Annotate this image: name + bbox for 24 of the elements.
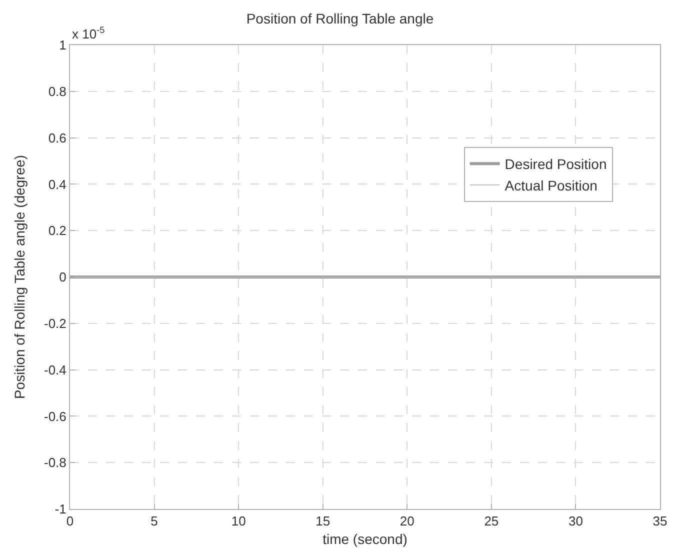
x-tick-label: 30 (568, 514, 583, 529)
y-tick-label: 0.6 (48, 130, 66, 146)
y-axis-title: Position of Rolling Table angle (degree) (12, 154, 28, 400)
legend-label: Actual Position (504, 177, 598, 194)
y-tick-label: 0.8 (48, 84, 66, 99)
x-tick-label: 20 (400, 514, 414, 529)
x-tick-label: 15 (316, 514, 330, 529)
text: x 10$^{-5}$ (72, 25, 105, 42)
x-tick-label: 10 (231, 514, 246, 529)
y-tick-label: 0.2 (48, 223, 66, 238)
y-tick-label: 0 (59, 270, 66, 285)
x-tick-label: 35 (652, 514, 668, 529)
x-axis-title: time (second) (322, 530, 408, 547)
y-tick-label: -0.4 (44, 362, 66, 378)
chart-title: Position of Rolling Table angle (246, 10, 434, 27)
y-tick-label: 1 (59, 38, 66, 53)
y-tick-label: -1 (54, 502, 66, 517)
y-tick-label: -0.6 (44, 408, 66, 424)
x-tick-label: 25 (484, 514, 499, 529)
x-tick-label: 5 (150, 514, 158, 529)
legend-label: Desired Position (504, 156, 607, 172)
y-tick-label: -0.8 (44, 455, 66, 470)
y-tick-label: 0.4 (48, 176, 66, 192)
y-tick-label: -0.2 (44, 316, 66, 331)
